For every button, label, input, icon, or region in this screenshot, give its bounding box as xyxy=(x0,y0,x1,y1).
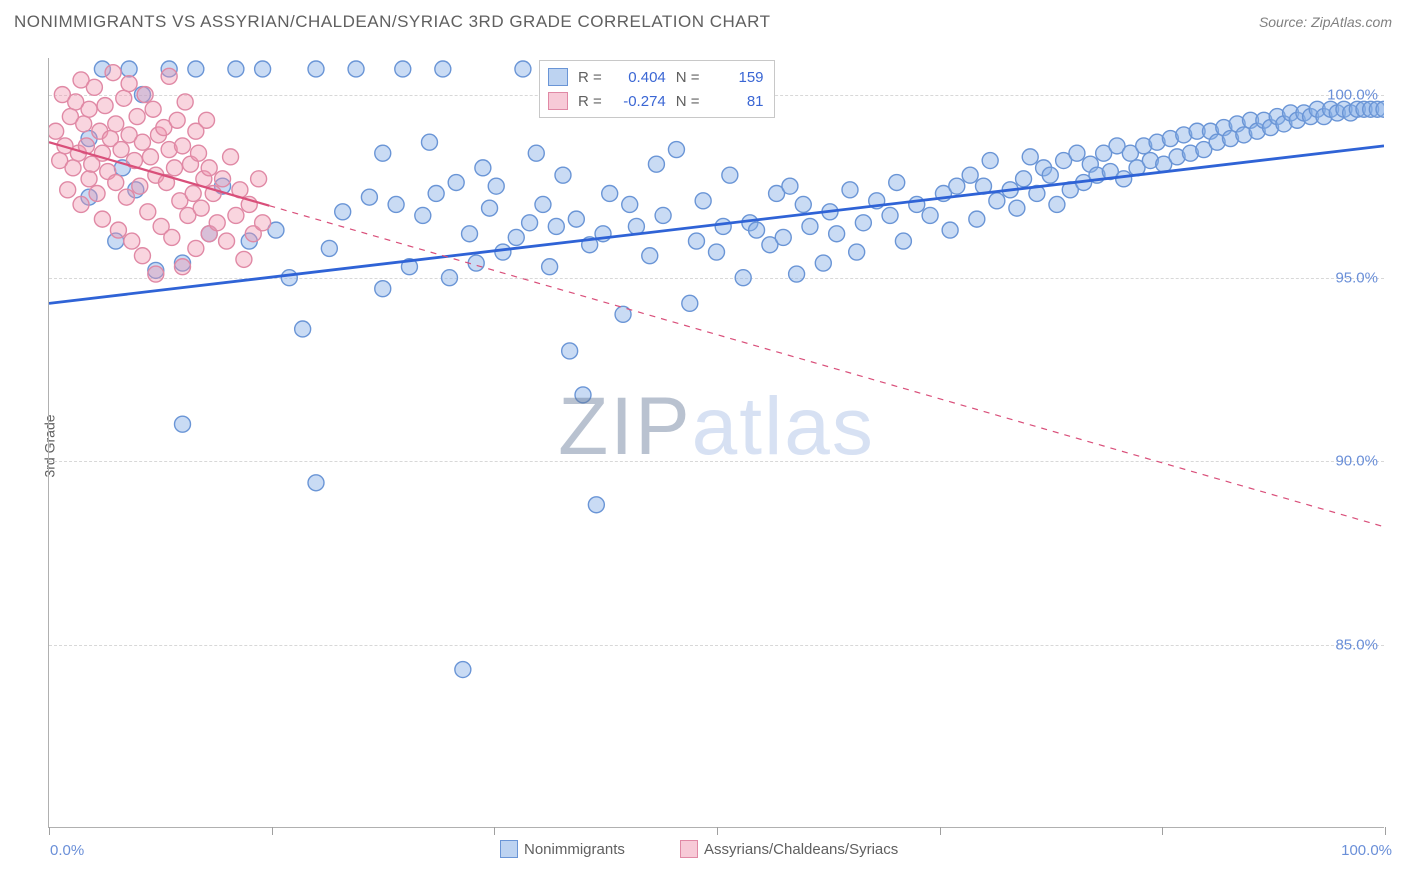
x-max-label: 100.0% xyxy=(1341,842,1392,859)
x-tick xyxy=(940,827,941,835)
chart-title: NONIMMIGRANTS VS ASSYRIAN/CHALDEAN/SYRIA… xyxy=(14,12,771,32)
x-tick xyxy=(1385,827,1386,835)
y-tick-label: 90.0% xyxy=(1335,453,1378,470)
x-tick xyxy=(1162,827,1163,835)
y-tick-label: 100.0% xyxy=(1327,86,1378,103)
plot-area: ZIPatlas R = 0.404 N = 159 R = -0.274 N … xyxy=(48,58,1384,828)
source-attribution: Source: ZipAtlas.com xyxy=(1259,14,1392,30)
y-tick-label: 95.0% xyxy=(1335,270,1378,287)
x-tick xyxy=(494,827,495,835)
x-min-label: 0.0% xyxy=(50,842,84,859)
x-tick xyxy=(49,827,50,835)
swatch-pink-icon xyxy=(548,92,568,110)
y-tick-label: 85.0% xyxy=(1335,636,1378,653)
x-tick xyxy=(717,827,718,835)
swatch-blue-icon xyxy=(500,840,518,858)
legend-assyrians: Assyrians/Chaldeans/Syriacs xyxy=(680,840,898,858)
stats-row-blue: R = 0.404 N = 159 xyxy=(548,65,764,89)
stats-legend-box: R = 0.404 N = 159 R = -0.274 N = 81 xyxy=(539,60,775,118)
legend-nonimmigrants: Nonimmigrants xyxy=(500,840,625,858)
stats-row-pink: R = -0.274 N = 81 xyxy=(548,89,764,113)
swatch-blue-icon xyxy=(548,68,568,86)
swatch-pink-icon xyxy=(680,840,698,858)
scatter-svg xyxy=(49,58,1384,827)
x-tick xyxy=(272,827,273,835)
